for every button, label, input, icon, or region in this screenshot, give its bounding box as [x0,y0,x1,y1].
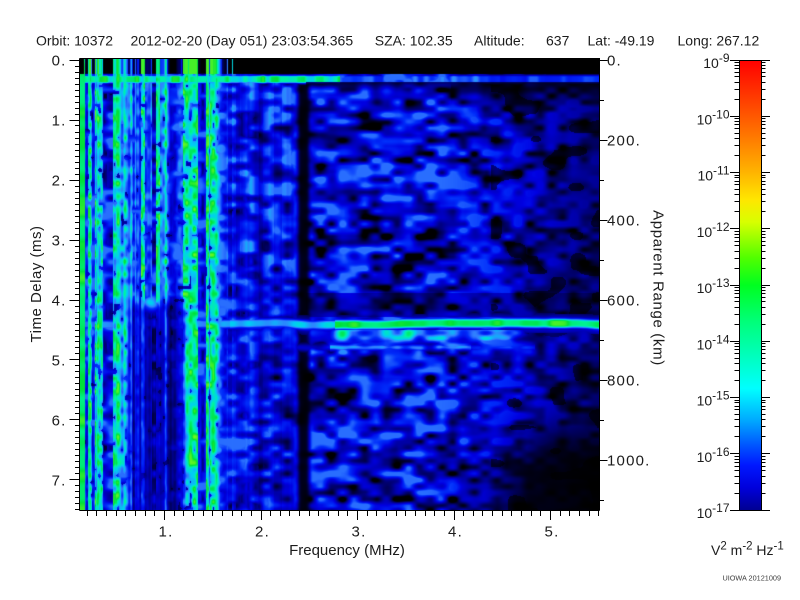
svg-text:600.: 600. [607,293,641,310]
svg-text:2.: 2. [255,524,270,541]
svg-text:4.: 4. [448,524,463,541]
svg-text:10-9: 10-9 [703,51,730,71]
svg-text:Lat: -49.19: Lat: -49.19 [588,33,655,49]
svg-text:7.: 7. [52,473,67,490]
svg-text:5.: 5. [52,353,67,370]
svg-text:10-13: 10-13 [697,276,730,296]
svg-text:0.: 0. [607,53,622,70]
svg-text:3.: 3. [352,524,367,541]
svg-text:10-16: 10-16 [697,445,730,465]
svg-text:10-14: 10-14 [697,332,730,352]
svg-text:1.: 1. [159,524,174,541]
svg-text:200.: 200. [607,133,641,150]
svg-text:10-11: 10-11 [697,164,729,184]
svg-text:1000.: 1000. [607,453,651,470]
svg-text:V2 m-2 Hz-1: V2 m-2 Hz-1 [711,541,784,559]
svg-text:2.: 2. [52,173,67,190]
svg-text:637: 637 [546,33,570,49]
svg-text:Long: 267.12: Long: 267.12 [678,33,760,49]
svg-text:Apparent Range (km): Apparent Range (km) [650,210,667,366]
svg-text:UIOWA 20121009: UIOWA 20121009 [722,574,781,583]
svg-text:Altitude:: Altitude: [474,33,525,49]
svg-text:Orbit: 10372: Orbit: 10372 [36,33,113,49]
svg-text:Time Delay (ms): Time Delay (ms) [28,226,45,343]
svg-text:0.: 0. [52,53,67,70]
svg-text:6.: 6. [52,413,67,430]
svg-text:1.: 1. [52,113,67,130]
svg-text:10-15: 10-15 [697,389,730,409]
svg-text:10-17: 10-17 [697,501,730,521]
svg-text:800.: 800. [607,373,641,390]
svg-text:2012-02-20 (Day 051) 23:03:54.: 2012-02-20 (Day 051) 23:03:54.365 [131,33,354,49]
svg-text:10-12: 10-12 [697,220,730,240]
svg-text:4.: 4. [52,293,67,310]
svg-text:5.: 5. [545,524,560,541]
svg-text:Frequency (MHz): Frequency (MHz) [289,542,405,559]
svg-text:3.: 3. [52,233,67,250]
svg-text:10-10: 10-10 [697,107,730,127]
svg-text:400.: 400. [607,213,641,230]
svg-text:SZA: 102.35: SZA: 102.35 [375,33,453,49]
